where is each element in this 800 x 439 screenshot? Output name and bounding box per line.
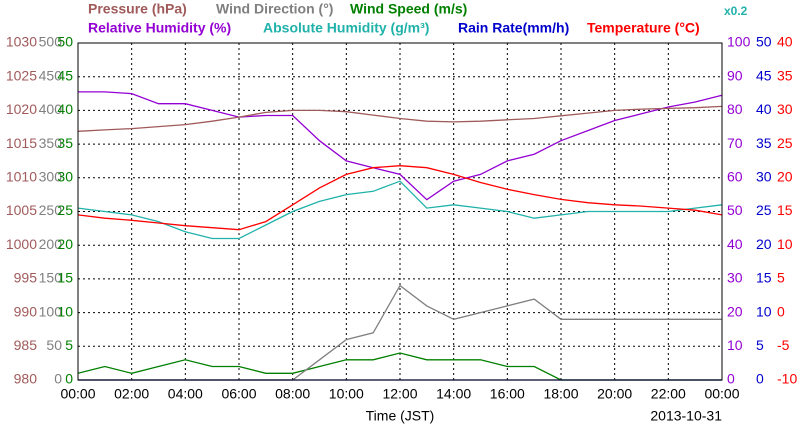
x-tick-label: 14:00 [436, 386, 471, 402]
y-tick-label: 20 [777, 169, 793, 185]
y-tick-label: -10 [777, 371, 797, 387]
y-tick-label: 5 [756, 337, 764, 353]
y-tick-label: 40 [57, 101, 73, 117]
series-line [78, 91, 723, 201]
y-tick-label: 0 [65, 371, 73, 387]
x-tick-label: 20:00 [597, 386, 632, 402]
legend-entry: Relative Humidity (%) [88, 20, 231, 36]
legend-entry: Absolute Humidity (g/m³) [263, 20, 429, 36]
x-tick-label: 00:00 [704, 386, 739, 402]
y-tick-label: 985 [14, 337, 38, 353]
x-tick-label: 00:00 [60, 386, 95, 402]
legend-entry: Wind Direction (°) [216, 1, 333, 17]
y-tick-label: 100 [727, 34, 751, 50]
series-line [77, 105, 723, 132]
y-tick-label: 40 [777, 34, 793, 50]
annotation: x0.2 [724, 4, 748, 18]
x-tick-label: 16:00 [490, 386, 525, 402]
x-tick-label: 18:00 [543, 386, 578, 402]
series-line [77, 180, 723, 240]
y-tick-label: 0 [727, 371, 735, 387]
y-tick-label: 30 [727, 270, 743, 286]
y-tick-label: 15 [756, 270, 772, 286]
y-tick-label: 25 [756, 202, 772, 218]
y-tick-label: 25 [777, 135, 793, 151]
y-tick-label: 90 [727, 67, 743, 83]
y-tick-label: 250 [39, 202, 63, 218]
y-tick-label: 70 [727, 135, 743, 151]
legend-entry: Rain Rate(mm/h) [458, 20, 569, 36]
y-tick-label: 5 [65, 337, 73, 353]
y-tick-label: 20 [727, 303, 743, 319]
y-tick-label: 50 [57, 34, 73, 50]
y-tick-label: 450 [39, 67, 63, 83]
y-tick-label: 500 [39, 34, 63, 50]
y-tick-label: 30 [777, 101, 793, 117]
y-tick-label: 10 [57, 303, 73, 319]
y-tick-label: 10 [756, 303, 772, 319]
y-tick-label: 0 [777, 303, 785, 319]
y-tick-label: 1020 [6, 101, 37, 117]
y-tick-label: 1000 [6, 236, 37, 252]
y-tick-label: 20 [756, 236, 772, 252]
y-tick-label: 40 [756, 101, 772, 117]
y-tick-label: 1005 [6, 202, 37, 218]
y-tick-label: 150 [39, 270, 63, 286]
y-tick-label: 1015 [6, 135, 37, 151]
date-label: 2013-10-31 [650, 408, 722, 424]
y-tick-label: 50 [46, 337, 62, 353]
y-tick-label: 45 [756, 67, 772, 83]
y-tick-label: 350 [39, 135, 63, 151]
y-tick-label: 10 [727, 337, 743, 353]
y-tick-label: 80 [727, 101, 743, 117]
y-tick-label: 400 [39, 101, 63, 117]
x-tick-label: 08:00 [275, 386, 310, 402]
x-tick-label: 10:00 [329, 386, 364, 402]
y-tick-label: 15 [777, 202, 793, 218]
y-tick-label: 10 [777, 236, 793, 252]
y-tick-label: 20 [57, 236, 73, 252]
y-tick-label: 300 [39, 169, 63, 185]
y-tick-label: 200 [39, 236, 63, 252]
y-tick-label: 35 [756, 135, 772, 151]
y-tick-label: 30 [57, 169, 73, 185]
y-tick-label: 50 [756, 34, 772, 50]
y-tick-label: 995 [14, 270, 38, 286]
x-tick-label: 06:00 [221, 386, 256, 402]
legend-entry: Pressure (hPa) [88, 1, 187, 17]
y-tick-label: 35 [777, 67, 793, 83]
y-tick-label: 1010 [6, 169, 37, 185]
x-tick-label: 22:00 [651, 386, 686, 402]
y-tick-label: 0 [54, 371, 62, 387]
y-tick-label: 45 [57, 67, 73, 83]
x-tick-label: 12:00 [382, 386, 417, 402]
y-tick-label: 980 [14, 371, 38, 387]
x-tick-label: 04:00 [168, 386, 203, 402]
y-tick-label: 1025 [6, 67, 37, 83]
y-tick-label: 60 [727, 169, 743, 185]
y-tick-label: 0 [756, 371, 764, 387]
y-tick-label: 15 [57, 270, 73, 286]
legend-entry: Temperature (°C) [587, 20, 700, 36]
series-line [77, 165, 723, 231]
x-tick-label: 02:00 [114, 386, 149, 402]
legend-entry: Wind Speed (m/s) [350, 1, 467, 17]
y-tick-label: 5 [777, 270, 785, 286]
y-tick-label: 25 [57, 202, 73, 218]
plot-frame [77, 42, 723, 381]
y-tick-label: 100 [39, 303, 63, 319]
y-tick-label: 990 [14, 303, 38, 319]
y-tick-label: 30 [756, 169, 772, 185]
y-tick-label: 40 [727, 236, 743, 252]
y-tick-label: 50 [727, 202, 743, 218]
y-tick-label: 1030 [6, 34, 37, 50]
y-tick-label: -5 [777, 337, 790, 353]
y-tick-label: 35 [57, 135, 73, 151]
x-axis-label: Time (JST) [366, 408, 435, 424]
